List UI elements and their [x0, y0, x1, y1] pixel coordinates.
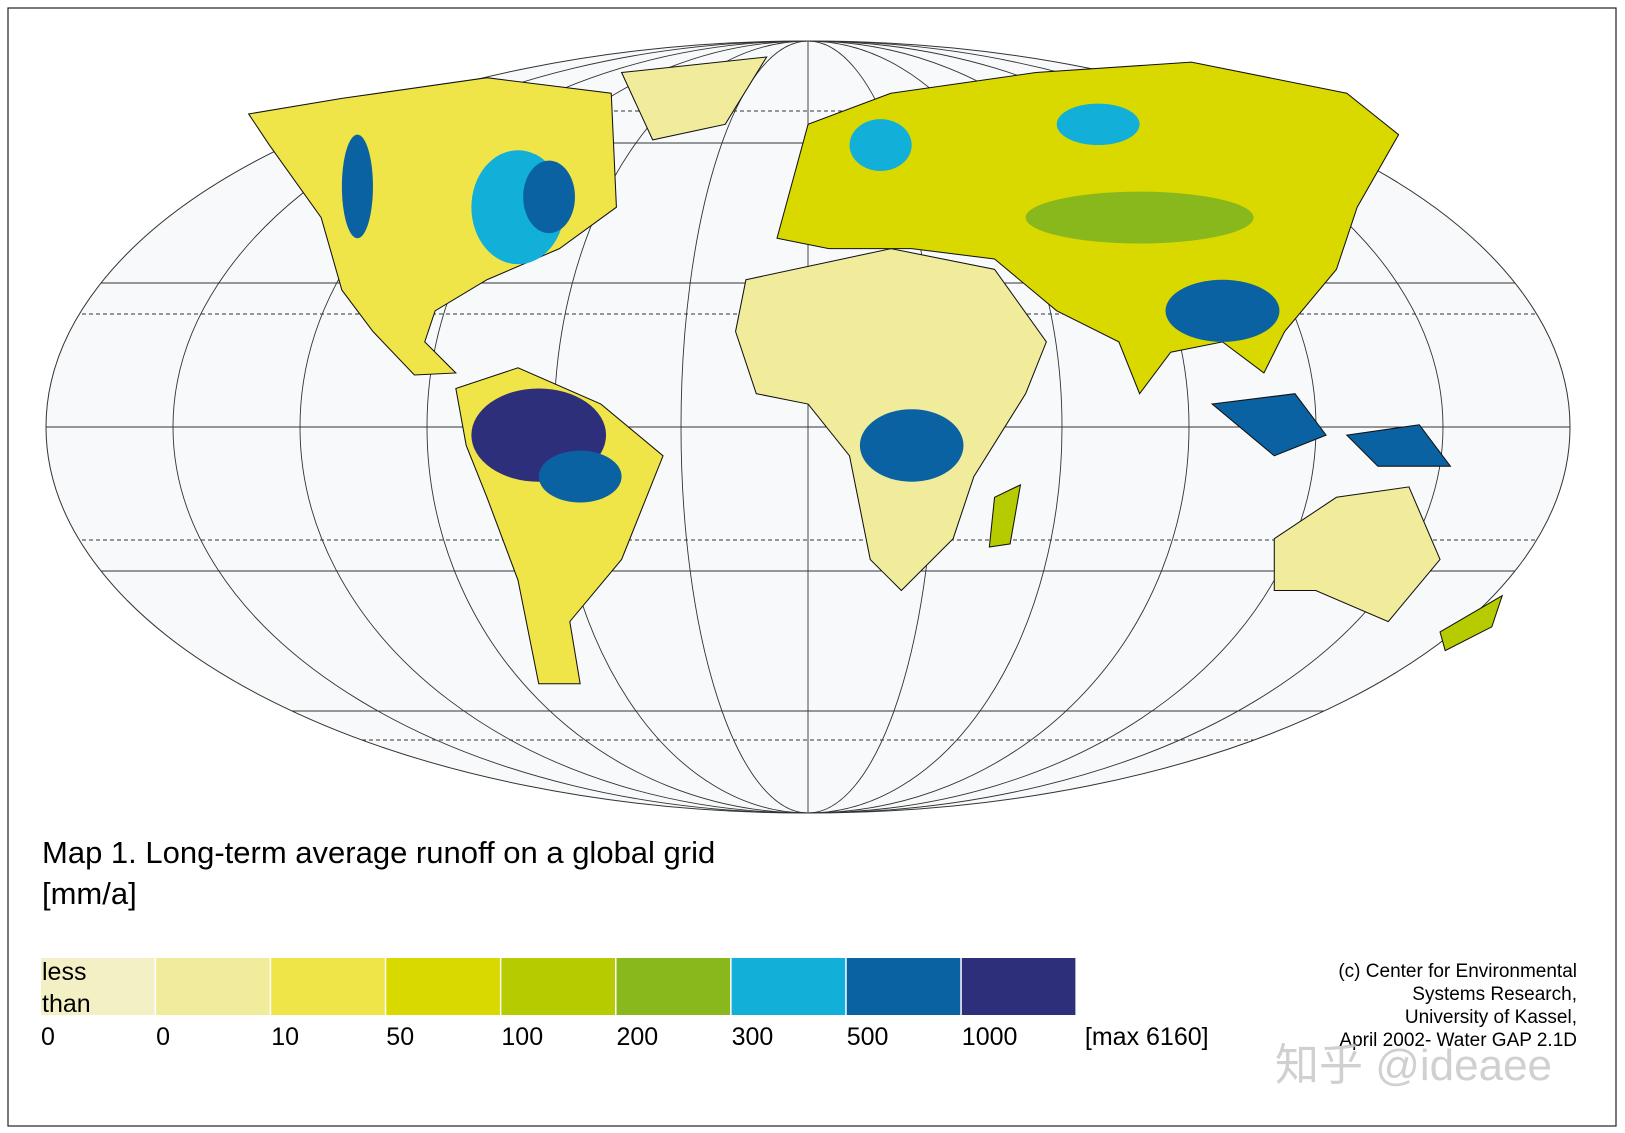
legend-swatch: [961, 958, 1076, 1015]
unit-label: [mm/a]: [42, 876, 137, 911]
legend-bound: 100: [501, 1023, 543, 1051]
runoff-area: [1210, 393, 1327, 457]
watermark: 知乎 @ideaee: [1275, 1041, 1552, 1090]
credit-line: Systems Research,: [1412, 984, 1577, 1005]
runoff-area: [1056, 103, 1140, 146]
runoff-area: [1273, 486, 1441, 623]
legend-swatch: [271, 958, 385, 1015]
legend-bound: 200: [617, 1023, 659, 1051]
runoff-area: [988, 483, 1022, 548]
runoff-area: [1165, 279, 1280, 342]
legend-swatch: [41, 958, 155, 1015]
legend-bound: 0: [41, 1023, 55, 1051]
world-map: [45, 40, 1571, 814]
runoff-area: [849, 119, 912, 171]
legend-class-label: less than: [42, 958, 91, 1018]
runoff-area: [1439, 594, 1504, 652]
runoff-area: [859, 409, 964, 482]
legend-bound: [max 6160]: [1085, 1023, 1209, 1051]
credit-line: University of Kassel,: [1405, 1007, 1577, 1028]
legend-swatch: [386, 958, 500, 1015]
legend-bound: 10: [271, 1023, 299, 1051]
credit-line: April 2002- Water GAP 2.1D: [1339, 1030, 1577, 1051]
legend: less than 0 0 10 50 100 200 300 500 1000 [max 6160]: [41, 958, 1209, 1051]
legend-bound: 500: [847, 1023, 889, 1051]
legend-bound: 50: [386, 1023, 414, 1051]
legend-swatch: [501, 958, 615, 1015]
legend-bound: 300: [732, 1023, 774, 1051]
legend-swatch: [616, 958, 731, 1015]
credit-line: (c) Center for Environmental: [1338, 961, 1577, 982]
legend-bound: 1000: [962, 1023, 1018, 1051]
legend-swatch: [846, 958, 961, 1015]
runoff-area: [1345, 424, 1452, 467]
legend-bound: 0: [156, 1023, 170, 1051]
legend-swatch: [156, 958, 270, 1015]
runoff-area: [620, 56, 768, 141]
map-title: Map 1. Long-term average runoff on a glo…: [42, 835, 715, 870]
runoff-zones: [341, 103, 1280, 503]
runoff-area: [1025, 191, 1254, 244]
runoff-area: [538, 450, 622, 503]
runoff-area: [523, 160, 575, 234]
runoff-area: [341, 134, 373, 239]
legend-swatch: [731, 958, 846, 1015]
